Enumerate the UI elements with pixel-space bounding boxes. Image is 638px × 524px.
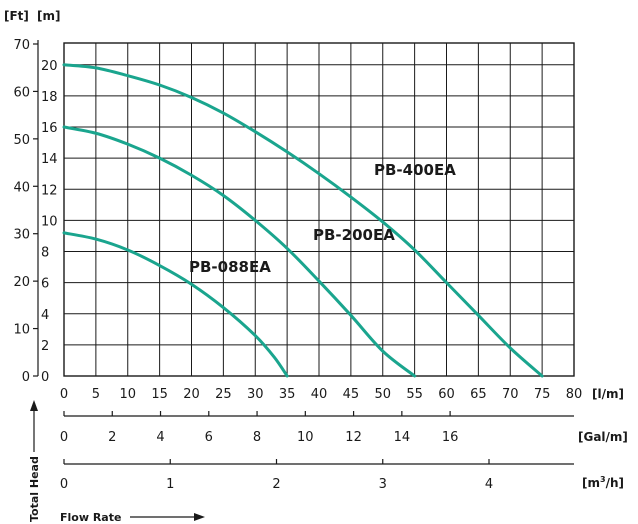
x-tick-label-lpm: 50	[374, 387, 391, 402]
lpm-unit-label: [l/m]	[592, 387, 624, 401]
pump-curves	[62, 63, 544, 378]
x-tick-label-m3h: 1	[166, 477, 174, 492]
x-tick-label-m3h: 4	[485, 477, 493, 492]
x-tick-label-gpm: 6	[205, 430, 213, 445]
y-tick-label-m: 2	[41, 339, 49, 354]
x-tick-label-lpm: 0	[60, 387, 68, 402]
curve-pb-400ea	[62, 63, 544, 378]
x-tick-label-lpm: 40	[311, 387, 328, 402]
y-tick-label-m: 8	[41, 246, 49, 261]
x-tick-label-gpm: 4	[156, 430, 164, 445]
plot-grid	[63, 42, 575, 377]
total-head-label: Total Head	[28, 456, 41, 522]
x-tick-label-gpm: 0	[60, 430, 68, 445]
x-tick-label-lpm: 35	[279, 387, 296, 402]
x-tick-label-lpm: 20	[183, 387, 200, 402]
gpm-unit-label: [Gal/m]	[578, 430, 628, 444]
m3h-unit-label: [m3/h]	[582, 475, 624, 490]
y-tick-label-m: 18	[41, 90, 58, 105]
y-tick-label-m: 4	[41, 308, 49, 323]
y-tick-label-ft: 10	[13, 323, 30, 338]
x-tick-label-gpm: 12	[345, 430, 362, 445]
x-tick-label-lpm: 15	[151, 387, 168, 402]
y-tick-label-ft: 0	[22, 370, 30, 385]
flow-rate-label: Flow Rate	[60, 511, 121, 524]
x-tick-label-lpm: 70	[502, 387, 519, 402]
x-tick-label-gpm: 2	[108, 430, 116, 445]
x-tick-label-lpm: 55	[406, 387, 423, 402]
x-tick-label-lpm: 60	[438, 387, 455, 402]
y-tick-label-ft: 50	[13, 133, 30, 148]
x-tick-label-lpm: 75	[534, 387, 551, 402]
y-tick-label-m: 20	[41, 59, 58, 74]
y-tick-label-m: 10	[41, 214, 58, 229]
x-tick-label-lpm: 5	[92, 387, 100, 402]
y-tick-label-m: 6	[41, 277, 49, 292]
x-tick-label-lpm: 80	[566, 387, 583, 402]
series-label-pb-400ea: PB-400EA	[374, 161, 456, 179]
x-tick-label-gpm: 16	[442, 430, 459, 445]
secondary-axes: 0 2 4 6 8 10 12 14 160 1 2 3 4	[60, 411, 574, 492]
y-tick-label-ft: 30	[13, 228, 30, 243]
y-tick-label-m: 0	[41, 370, 49, 385]
x-tick-label-m3h: 3	[379, 477, 387, 492]
y-tick-label-ft: 40	[13, 180, 30, 195]
series-label-pb-200ea: PB-200EA	[313, 226, 395, 244]
m-unit-label: [m]	[37, 9, 60, 23]
axis-ticks: 0 5 10 15 20 25 30 35 40 45 50 55 60 65 70 75 80 0 2 4 6 8 10 1…	[13, 38, 582, 402]
x-tick-label-lpm: 10	[119, 387, 136, 402]
y-tick-label-ft: 70	[13, 38, 30, 53]
curve-pb-088ea	[62, 231, 289, 378]
ft-unit-label: [Ft]	[4, 9, 29, 23]
x-tick-label-lpm: 30	[247, 387, 264, 402]
y-tick-label-m: 16	[41, 121, 58, 136]
x-tick-label-gpm: 14	[394, 430, 411, 445]
plot-frame	[63, 42, 575, 377]
x-tick-label-lpm: 25	[215, 387, 232, 402]
x-tick-label-lpm: 45	[343, 387, 360, 402]
flow-rate-arrow-head	[194, 513, 205, 521]
total-head-arrow-head	[30, 400, 38, 411]
y-tick-label-ft: 60	[13, 85, 30, 100]
y-tick-label-m: 14	[41, 152, 58, 167]
x-tick-label-gpm: 10	[297, 430, 314, 445]
x-tick-label-gpm: 8	[253, 430, 261, 445]
x-tick-label-m3h: 0	[60, 477, 68, 492]
x-tick-label-lpm: 65	[470, 387, 487, 402]
series-label-pb-088ea: PB-088EA	[189, 258, 271, 276]
curve-pb-200ea	[62, 125, 417, 378]
y-tick-label-ft: 20	[13, 275, 30, 290]
x-tick-label-m3h: 2	[272, 477, 280, 492]
y-tick-label-m: 12	[41, 183, 58, 198]
